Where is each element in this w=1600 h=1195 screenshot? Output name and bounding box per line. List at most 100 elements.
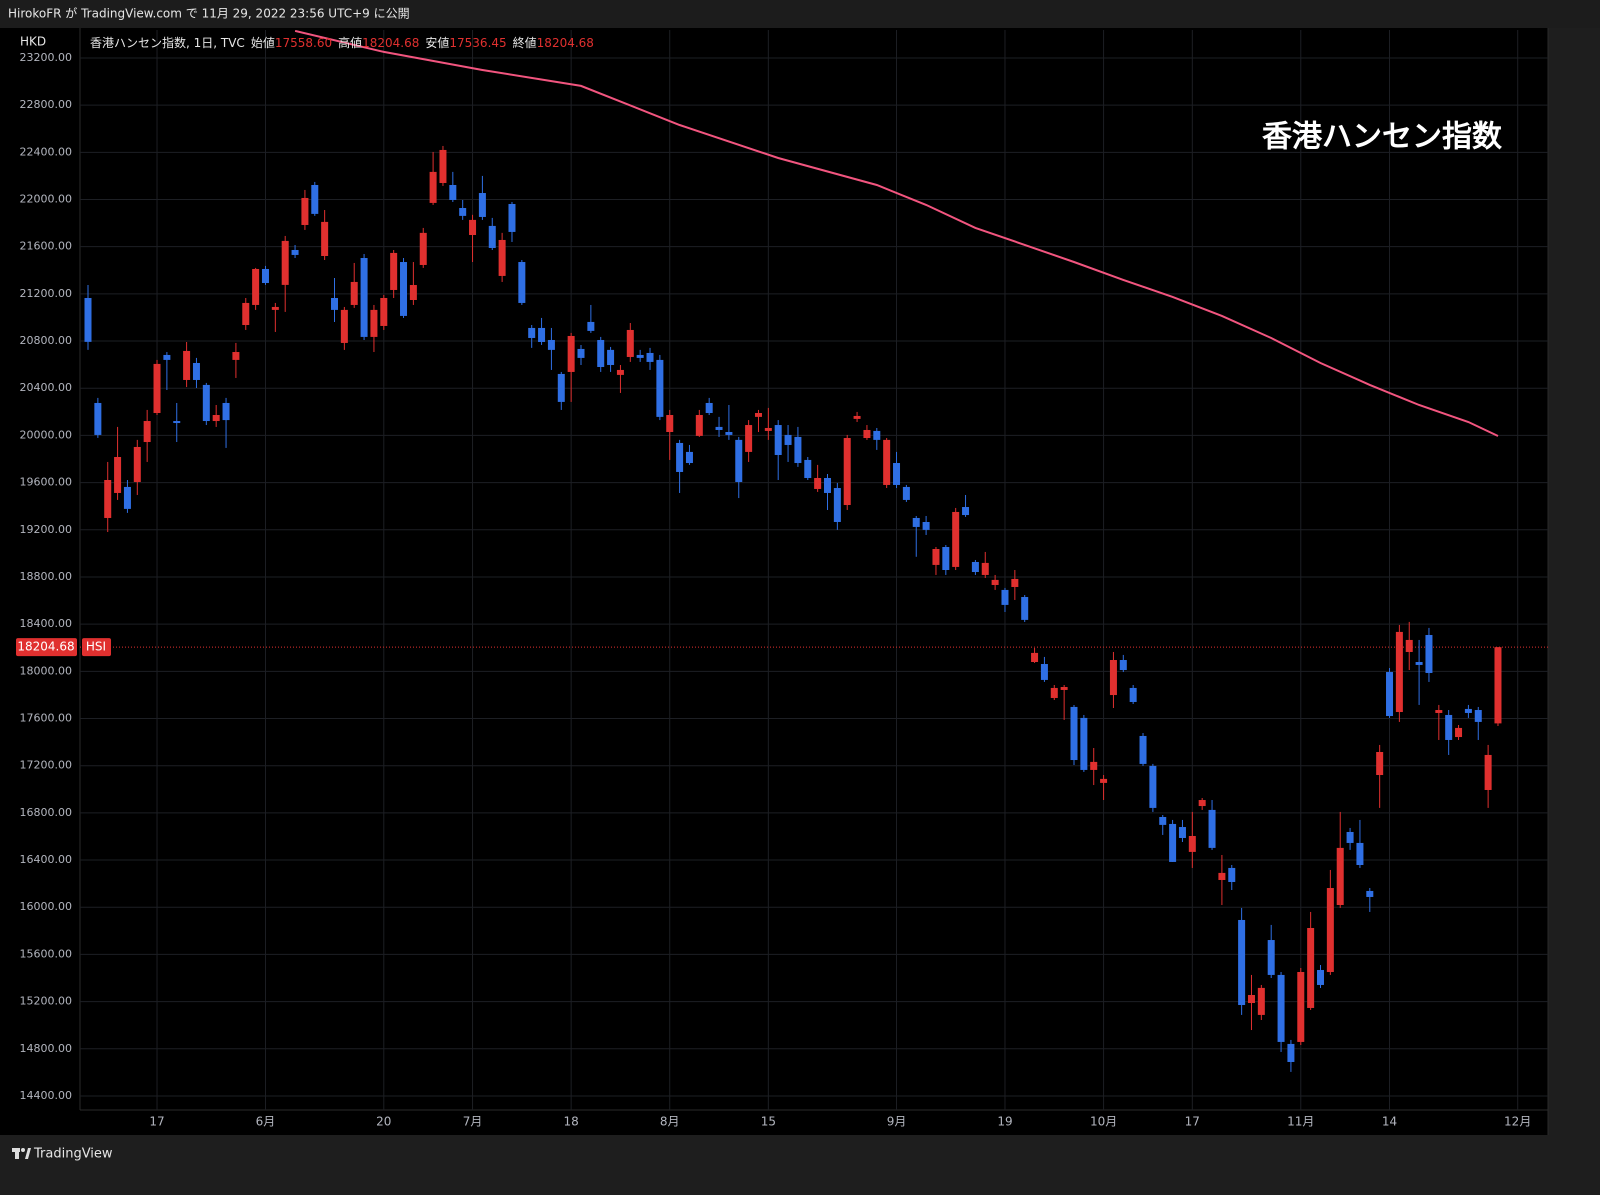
candle-body [991,579,999,585]
candle-body [192,362,200,380]
candle-body [1445,714,1453,740]
legend-value: 17558.60 [275,36,332,50]
candle-body [1188,835,1196,852]
candle-body [1405,639,1413,652]
candle-body [1376,752,1384,776]
symbol-tag-box [82,638,111,657]
candle-body [409,285,417,300]
candle-body [597,339,605,367]
candle-body [577,348,585,358]
candle-body [873,430,881,440]
header-text: HirokoFR が TradingView.com で 11月 29, 202… [8,6,410,21]
candle-body [607,349,615,365]
y-tick-label: 15600.00 [20,947,73,960]
candle-body [804,459,812,478]
chart-panel [0,28,1548,1135]
candle-body [784,434,792,445]
candle-body [133,446,141,483]
legend-value: 18204.68 [362,36,419,50]
candle-body [1395,631,1403,713]
candle-body [1317,969,1324,985]
candle-body [311,184,319,214]
candle-body [1455,727,1463,738]
footer-brand: TradingView [33,1147,113,1162]
y-tick-label: 21200.00 [20,287,73,300]
candle-body [1139,735,1147,764]
candle-body [715,426,723,430]
candle-body [173,421,181,424]
candle-body [1080,717,1088,770]
candle-body [1011,578,1019,587]
candle-body [745,425,753,452]
candle-body [1119,660,1127,671]
candle-body [488,225,496,248]
candle-body [1464,708,1472,713]
price-tag-box [16,638,77,657]
candle-body [843,438,851,506]
x-tick-label: 6月 [256,1115,276,1129]
candle-body [202,384,210,422]
candle-body [656,359,664,417]
legend-field: 終値 [513,35,537,50]
candle-body [863,429,871,439]
x-tick-label: 9月 [887,1115,907,1129]
candle-body [261,268,269,284]
candle-body [252,268,260,305]
moving-average [294,30,1499,437]
candle-body [469,219,477,236]
y-tick-label: 20400.00 [20,381,73,394]
candle-body [902,486,910,500]
candle-body [1060,687,1068,690]
legend-field: 安値 [425,35,449,50]
y-tick-label: 16800.00 [20,806,73,819]
candle-body [833,488,841,522]
candle-body [400,262,408,316]
candle-body [370,309,378,337]
candle-body [1129,687,1137,702]
y-tick-label: 16000.00 [20,900,73,913]
legend-field: 高値 [338,35,362,50]
y-tick-label: 14800.00 [20,1042,73,1055]
y-tick-label: 22000.00 [20,193,73,206]
candle-body [390,252,398,290]
candle-body [1415,662,1423,665]
y-tick-label: 18800.00 [20,570,73,583]
candle-body [774,425,782,455]
x-tick-label: 7月 [463,1115,483,1129]
candle-body [1109,660,1117,696]
candle-body [212,415,220,422]
candle-body [547,339,555,350]
candle-body [222,402,230,421]
candle-body [104,480,112,518]
candle-body [271,306,279,310]
logo-part [21,1148,25,1152]
candle-body [883,439,891,485]
candle-body [1326,888,1334,972]
candle-body [971,561,979,573]
candle-body [242,302,250,326]
y-tick-label: 18400.00 [20,617,73,630]
candle-body [1247,994,1255,1004]
candle-body [735,439,743,483]
x-tick-label: 17 [1185,1115,1200,1129]
candle-body [754,413,762,417]
x-tick-label: 19 [997,1115,1012,1129]
candle-body [962,507,970,516]
candle-body [616,369,624,375]
candle-body [912,517,920,527]
candle-body [340,309,348,343]
candle-body [232,352,240,360]
candle-body [646,352,654,362]
candle-body [705,402,713,414]
candle-body [1287,1043,1295,1062]
legend-value: 18204.68 [537,36,594,50]
candle-body [1040,664,1048,680]
candle-body [725,431,733,435]
y-tick-label: 14400.00 [20,1089,73,1102]
candle-body [1021,597,1029,620]
candle-body [528,327,536,338]
y-tick-label: 16400.00 [20,853,73,866]
candle-body [380,297,388,326]
